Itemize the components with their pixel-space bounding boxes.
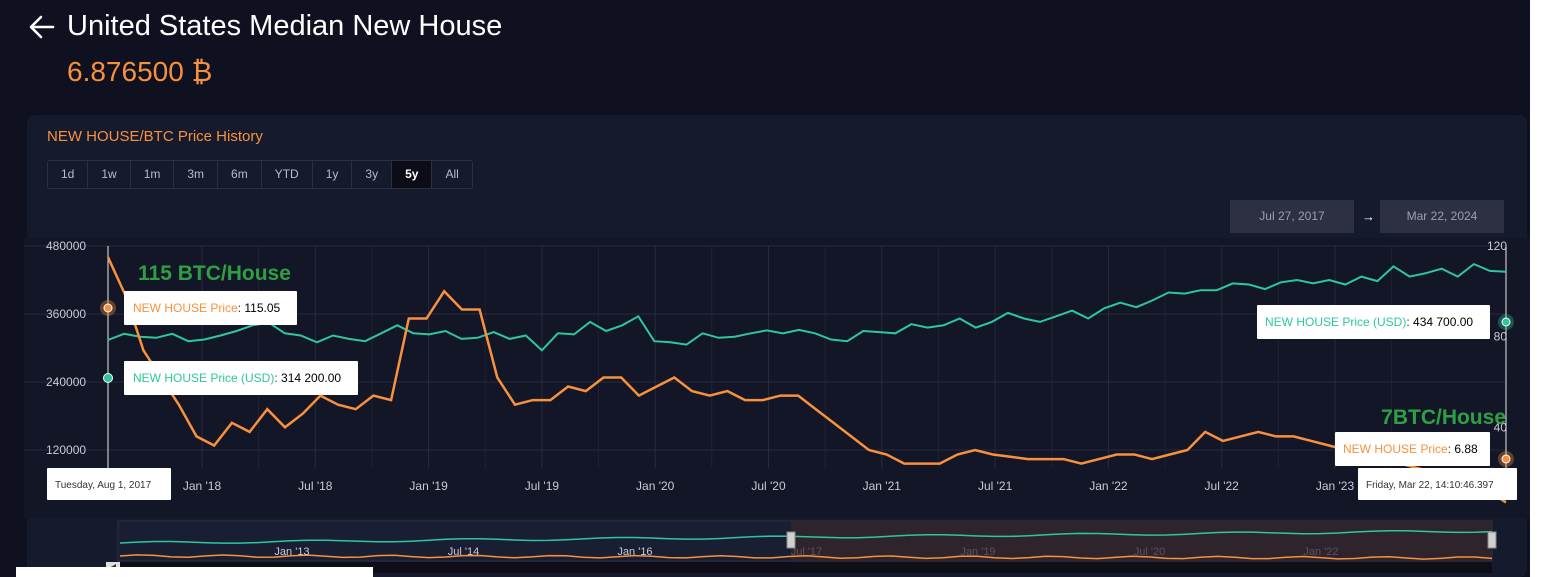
range-3m[interactable]: 3m [174,161,219,188]
x-tick-label: Jan '19 [409,479,448,493]
x-tick-label: Jul '21 [978,479,1013,493]
current-price: 6.876500 ₿ [67,56,213,87]
start-btc-marker [103,303,113,313]
navigator-tick-label: Jan '22 [1303,546,1338,558]
range-all[interactable]: All [445,167,459,181]
y-right-tick-label: 120 [1487,239,1507,253]
tooltip-start-usd-label: NEW HOUSE Price (USD) [133,371,274,385]
tooltip-start-btc: NEW HOUSE Price: 115.05 [124,291,297,325]
date-to-input[interactable]: Mar 22, 2024 [1380,200,1504,233]
tooltip-end-btc-label: NEW HOUSE Price [1343,442,1448,456]
range-5y[interactable]: 5y [392,161,433,188]
date-label-start: Tuesday, Aug 1, 2017 [47,468,171,500]
btc-price-line [106,256,1507,504]
svg-text:NEW HOUSE Price (USD): 434 700: NEW HOUSE Price (USD): 434 700.00 [1265,315,1473,329]
usd-price-line [107,262,1507,352]
y-left-tick-label: 360000 [46,307,86,321]
back-arrow-icon[interactable] [27,12,57,42]
top-bar [0,0,1530,112]
tooltip-start-btc-value: 115.05 [244,301,280,315]
svg-text:NEW HOUSE Price: 6.88: NEW HOUSE Price: 6.88 [1343,442,1478,456]
date-label-start-text: Tuesday, Aug 1, 2017 [55,480,152,491]
navigator-selection[interactable] [791,521,1492,561]
svg-text:NEW HOUSE Price: 115.05: NEW HOUSE Price: 115.05 [133,301,280,315]
panel-title: NEW HOUSE/BTC Price History [47,128,263,145]
y-left-tick-label: 240000 [46,375,86,389]
navigator-scrollbar[interactable] [106,562,1492,573]
range-ytd[interactable]: YTD [262,161,313,188]
y-left-tick-label: 120000 [46,443,86,457]
page-title: United States Median New House [67,10,503,42]
tooltip-start-btc-label: NEW HOUSE Price [133,301,238,315]
x-tick-label: Jul '19 [525,479,560,493]
range-1y[interactable]: 1y [313,161,353,188]
tooltip-start-usd-value: 314 200.00 [281,371,341,385]
tooltip-end-usd-label: NEW HOUSE Price (USD) [1265,315,1406,329]
navigator-usd-line [119,529,1493,544]
tooltip-end-btc: NEW HOUSE Price: 6.88 [1335,432,1490,466]
range-selector: 1d 1w 1m 3m 6m YTD 1y 3y 5y All [47,160,473,189]
navigator-handle-right[interactable] [1487,531,1497,549]
x-tick-label: Jan '21 [863,479,902,493]
navigator-btc-line [119,554,1493,560]
tooltip-end-usd-value: 434 700.00 [1413,315,1473,329]
x-tick-label: Jul '22 [1205,479,1240,493]
date-arrow: → [1362,209,1375,224]
range-1d[interactable]: 1d [48,161,89,188]
x-tick-label: Jan '20 [636,479,675,493]
tooltip-end-usd: NEW HOUSE Price (USD): 434 700.00 [1257,305,1490,339]
range-1w[interactable]: 1w [88,161,131,188]
start-usd-marker [103,373,113,383]
tooltip-end-btc-value: 6.88 [1454,442,1478,456]
x-tick-label: Jan '18 [183,479,222,493]
navigator-tick-label: Jul '20 [1134,546,1165,558]
annotation-left: 115 BTC/House [138,262,291,285]
date-label-end: Friday, Mar 22, 14:10:46.397 [1358,468,1517,500]
end-btc-marker [1501,454,1511,464]
tooltip-start-usd: NEW HOUSE Price (USD): 314 200.00 [124,361,358,395]
y-right-tick-label: 40 [1494,420,1508,434]
x-tick-label: Jul '18 [298,479,333,493]
bottom-edge [16,567,373,577]
y-left-tick-label: 480000 [46,239,86,253]
x-tick-label: Jul '20 [751,479,786,493]
right-edge [1530,0,1542,577]
navigator-tick-label: Jan '19 [960,546,995,558]
navigator[interactable]: Jan '13 Jul '14 Jan '16 Jul '17 Jan '19 Jul '… [106,520,1497,573]
navigator-handle-left[interactable] [786,531,796,549]
x-tick-label: Jan '23 [1316,479,1355,493]
y-right-tick-label: 80 [1494,330,1508,344]
end-usd-marker [1501,317,1511,327]
range-1m[interactable]: 1m [131,161,175,188]
navigator-tick-label: Jan '13 [274,546,309,558]
x-tick-label: Jan '22 [1089,479,1128,493]
navigator-tick-label: Jul '17 [791,546,822,558]
range-3y[interactable]: 3y [352,161,393,188]
range-6m[interactable]: 6m [218,161,262,188]
svg-text:NEW HOUSE Price (USD): 314 200: NEW HOUSE Price (USD): 314 200.00 [133,371,341,385]
date-label-end-text: Friday, Mar 22, 14:10:46.397 [1366,480,1494,491]
annotation-right: 7BTC/House [1381,406,1506,429]
navigator-tick-label: Jan '16 [617,546,652,558]
date-from-input[interactable]: Jul 27, 2017 [1230,200,1354,233]
navigator-tick-label: Jul '14 [448,546,479,558]
